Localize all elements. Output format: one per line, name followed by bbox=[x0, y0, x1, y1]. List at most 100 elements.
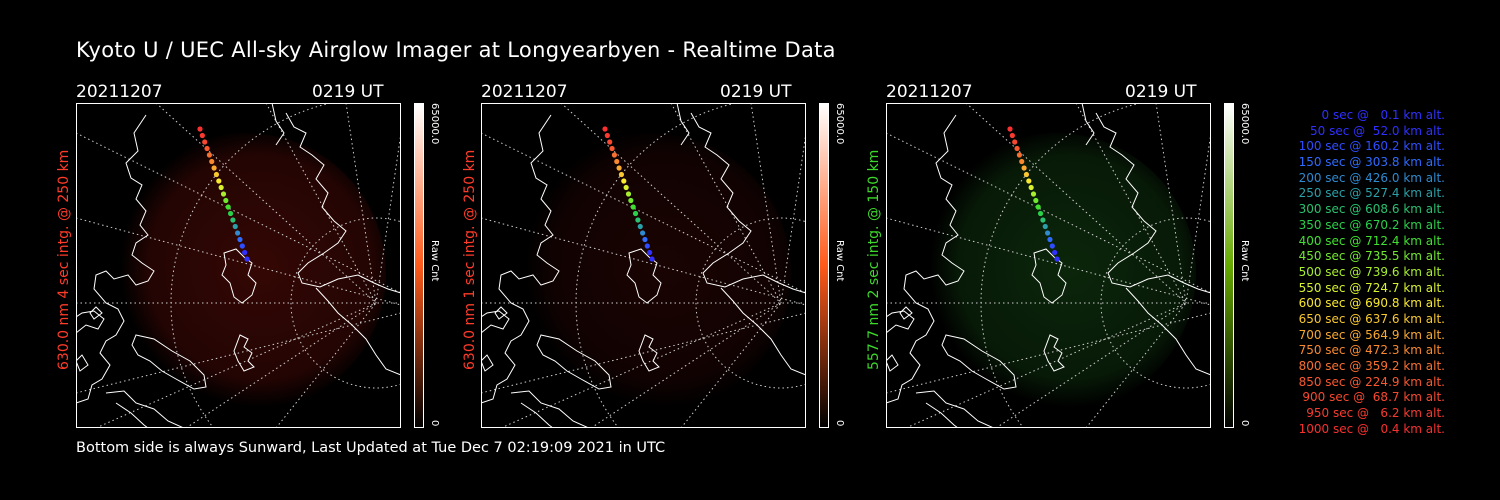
trajectory-legend-item: 350 sec @ 670.2 km alt. bbox=[1298, 217, 1445, 232]
panel-1-map bbox=[76, 103, 401, 428]
coastline bbox=[915, 390, 995, 428]
meridian-line bbox=[76, 217, 401, 306]
panel-frame bbox=[76, 103, 401, 428]
trajectory-point bbox=[1009, 132, 1015, 139]
trajectory-point bbox=[1042, 223, 1048, 230]
trajectory-point bbox=[632, 210, 639, 217]
trajectory-point bbox=[607, 139, 613, 145]
trajectory-point bbox=[204, 145, 210, 152]
trajectory-legend-item: 150 sec @ 303.8 km alt. bbox=[1298, 155, 1445, 170]
trajectory-legend-item: 500 sec @ 739.6 km alt. bbox=[1298, 264, 1445, 279]
panel-3-colorbar-unit: Raw Cnt bbox=[1239, 240, 1250, 282]
trajectory-legend-item: 950 sec @ 6.2 km alt. bbox=[1306, 406, 1445, 421]
trajectory-point bbox=[235, 230, 241, 236]
panel-3-colorbar bbox=[1224, 103, 1234, 428]
meridian-line bbox=[185, 302, 377, 428]
trajectory-point bbox=[1023, 171, 1030, 178]
island-outline bbox=[941, 334, 1017, 390]
trajectory-point bbox=[1019, 158, 1025, 165]
page-title: Kyoto U / UEC All-sky Airglow Imager at … bbox=[76, 38, 836, 62]
trajectory-legend-item: 850 sec @ 224.9 km alt. bbox=[1298, 374, 1445, 389]
panel-frame bbox=[886, 103, 1211, 428]
island-outline bbox=[1031, 248, 1067, 304]
meridian-line bbox=[1075, 103, 1187, 304]
trajectory-legend-item: 1000 sec @ 0.4 km alt. bbox=[1298, 421, 1445, 436]
trajectory-legend-item: 650 sec @ 637.6 km alt. bbox=[1298, 311, 1445, 326]
coastline bbox=[105, 390, 185, 428]
airglow-field bbox=[511, 133, 791, 413]
meridian-line bbox=[265, 103, 377, 304]
trajectory-point bbox=[1033, 197, 1039, 204]
trajectory-point bbox=[225, 204, 231, 210]
panel-3-map bbox=[886, 103, 1211, 428]
trajectory-legend-item: 200 sec @ 426.0 km alt. bbox=[1298, 170, 1445, 185]
trajectory-point bbox=[1047, 236, 1053, 243]
coastline bbox=[76, 114, 155, 404]
trajectory-point bbox=[1054, 256, 1060, 262]
meridian-line bbox=[560, 103, 782, 304]
meridian-line bbox=[905, 302, 1187, 428]
trajectory-legend-item: 300 sec @ 608.6 km alt. bbox=[1298, 202, 1445, 217]
trajectory-point bbox=[237, 236, 243, 243]
trajectory-legend-item: 700 sec @ 564.9 km alt. bbox=[1298, 327, 1445, 342]
island-outline bbox=[626, 248, 662, 304]
panel-1-colorbar bbox=[414, 103, 424, 428]
trajectory-point bbox=[1035, 204, 1041, 210]
trajectory-point bbox=[1021, 165, 1027, 171]
coastline bbox=[886, 114, 965, 404]
panel-2-wavelength-label: 630.0 nm 1 sec intg. @ 250 km bbox=[462, 149, 478, 370]
trajectory-point bbox=[1012, 139, 1018, 145]
trajectory-point bbox=[618, 171, 625, 178]
panel-1-colorbar-max: 65000.0 bbox=[429, 103, 440, 145]
panel-1-wavelength-label: 630.0 nm 4 sec intg. @ 250 km bbox=[56, 149, 72, 370]
panel-3-colorbar-min: 0 bbox=[1239, 420, 1250, 427]
trajectory-point bbox=[244, 256, 250, 262]
panel-3-colorbar-max: 65000.0 bbox=[1239, 103, 1250, 145]
trajectory-point bbox=[213, 171, 220, 178]
coastline bbox=[886, 310, 915, 334]
trajectory-point bbox=[206, 152, 212, 158]
meridian-line bbox=[76, 132, 401, 294]
trajectory-point bbox=[1014, 145, 1020, 152]
coastline bbox=[481, 306, 508, 372]
panel-frame bbox=[481, 103, 806, 428]
trajectory-point bbox=[611, 152, 617, 158]
trajectory-point bbox=[1052, 249, 1058, 256]
coastline bbox=[1095, 112, 1211, 294]
trajectory-point bbox=[621, 178, 627, 184]
coastline bbox=[720, 287, 806, 376]
trajectory-point bbox=[616, 165, 622, 171]
latitude-circle-inner bbox=[290, 217, 401, 389]
meridian-line bbox=[965, 103, 1187, 304]
trajectory-point bbox=[242, 249, 248, 256]
panel-3-date: 20211207 bbox=[886, 82, 973, 102]
trajectory-point bbox=[628, 197, 634, 204]
trajectory-point bbox=[1037, 210, 1044, 217]
trajectory-point bbox=[635, 217, 641, 223]
coastline bbox=[510, 390, 590, 428]
trajectory-legend-item: 250 sec @ 527.4 km alt. bbox=[1298, 186, 1445, 201]
trajectory-point bbox=[227, 210, 234, 217]
trajectory-point bbox=[1028, 184, 1034, 191]
trajectory-legend-item: 100 sec @ 160.2 km alt. bbox=[1298, 139, 1445, 154]
trajectory-legend-item: 0 sec @ 0.1 km alt. bbox=[1321, 108, 1446, 122]
coastline bbox=[271, 103, 285, 146]
trajectory-legend-item: 800 sec @ 359.2 km alt. bbox=[1298, 359, 1445, 373]
panel-3-wavelength-label: 557.7 nm 2 sec intg. @ 150 km bbox=[866, 149, 882, 370]
trajectory-point bbox=[1007, 126, 1013, 132]
trajectory-legend-item: 900 sec @ 68.7 km alt. bbox=[1302, 390, 1445, 405]
panel-1-colorbar-min: 0 bbox=[429, 420, 440, 427]
meridian-line bbox=[481, 132, 806, 294]
island-outline bbox=[638, 334, 660, 372]
coastline bbox=[886, 306, 913, 372]
trajectory-point bbox=[197, 126, 203, 132]
trajectory-point bbox=[239, 243, 245, 249]
coastline bbox=[1081, 103, 1095, 146]
meridian-line bbox=[670, 103, 782, 304]
trajectory-point bbox=[1045, 230, 1051, 236]
coastline bbox=[76, 310, 105, 334]
trajectory-point bbox=[1026, 178, 1032, 184]
panel-2-time: 0219 UT bbox=[720, 82, 792, 102]
coastline bbox=[315, 287, 401, 376]
panel-2-map bbox=[481, 103, 806, 428]
